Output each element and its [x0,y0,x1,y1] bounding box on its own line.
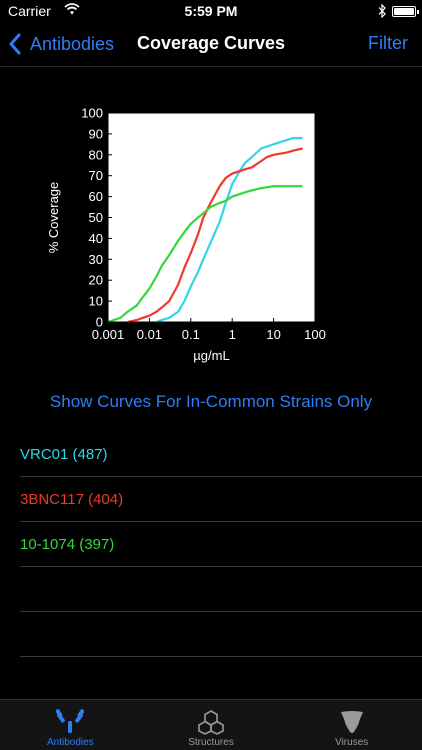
empty-row [20,567,422,612]
wifi-icon [64,3,80,15]
back-label: Antibodies [30,33,115,54]
y-tick-label: 80 [89,147,103,162]
in-common-strains-toggle[interactable]: Show Curves For In-Common Strains Only [49,392,373,411]
y-axis-label: % Coverage [46,182,61,254]
bluetooth-icon [378,4,386,18]
y-tick-label: 60 [89,189,103,204]
tab-label: Antibodies [46,737,94,748]
virus-icon [340,711,363,733]
structure-icon [198,710,224,735]
series-line-0 [156,136,303,324]
battery-icon [392,5,419,17]
y-tick-label: 20 [89,273,103,288]
navigation-bar: Antibodies Coverage Curves Filter [0,22,422,67]
y-tick-label: 70 [89,168,103,183]
antibody-icon [56,709,85,733]
x-tick-label: 100 [304,327,326,342]
clock: 5:59 PM [184,3,238,19]
tab-bar: Antibodies Structures Viruses [0,699,422,750]
tab-structures[interactable]: Structures [141,700,282,750]
antibody-row-10-1074[interactable]: 10-1074 (397) [20,522,422,567]
coverage-chart: 0 10 20 30 40 50 60 70 80 90 100 0.001 0.01 0.1 1 10 100… [30,95,350,375]
carrier-label: Carrier [8,3,51,19]
y-tick-label: 10 [89,294,103,309]
y-tick-label: 40 [89,231,103,246]
y-tick-label: 30 [89,252,103,267]
antibody-row-vrc01[interactable]: VRC01 (487) [20,432,422,477]
x-axis-label: µg/mL [193,348,229,363]
y-tick-label: 100 [81,106,103,121]
y-tick-label: 0 [96,315,103,330]
series-line-2 [107,185,303,324]
empty-row [20,612,422,657]
tab-label: Viruses [335,737,369,748]
x-tick-label: 0.01 [137,327,162,342]
x-tick-label: 0.001 [92,327,125,342]
antibody-row-3bnc117[interactable]: 3BNC117 (404) [20,477,422,522]
plot-area [108,113,315,322]
tab-antibodies[interactable]: Antibodies [0,700,141,750]
antibody-row-label: 10-1074 (397) [20,535,115,553]
coverage-chart-svg: 0 10 20 30 40 50 60 70 80 90 100 0.001 0.01 0.1 1 10 100… [46,106,326,364]
x-tick-label: 10 [266,327,280,342]
antibody-row-label: VRC01 (487) [20,445,108,463]
filter-button[interactable]: Filter [368,33,408,53]
tab-viruses[interactable]: Viruses [281,700,422,750]
status-bar: Carrier 5:59 PM [0,0,422,22]
back-button[interactable]: Antibodies [8,30,114,58]
y-tick-label: 90 [89,126,103,141]
antibody-list: VRC01 (487) 3BNC117 (404) 10-1074 (397) [20,432,422,657]
antibody-row-label: 3BNC117 (404) [20,490,124,508]
x-tick-label: 0.1 [182,327,200,342]
chevron-left-icon [9,33,21,55]
y-tick-label: 50 [89,210,103,225]
x-tick-label: 1 [229,327,236,342]
tab-label: Structures [188,737,234,748]
